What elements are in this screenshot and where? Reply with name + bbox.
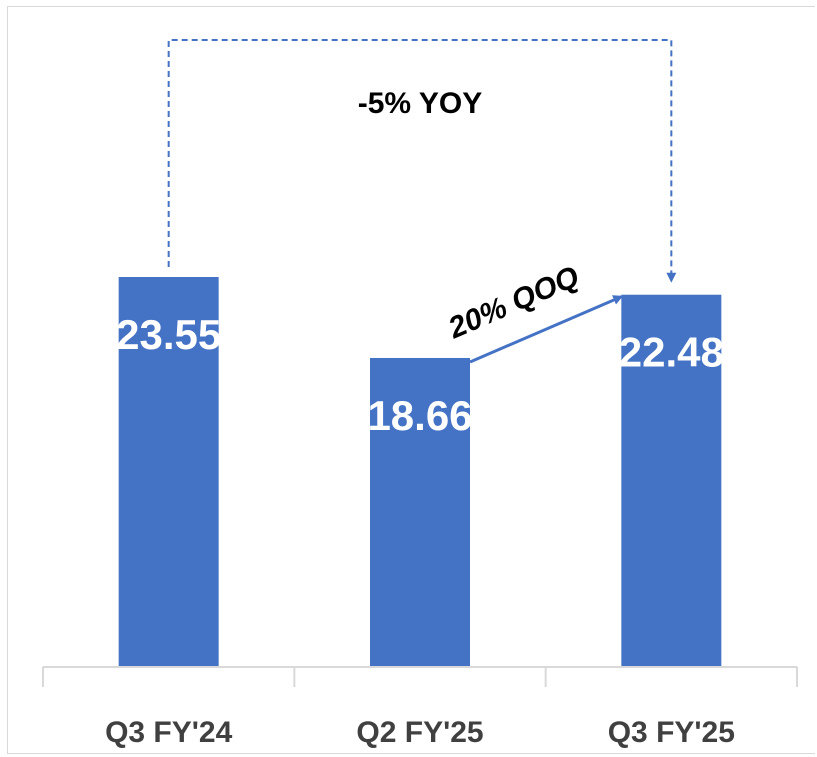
- data-label-1: 23.55: [116, 311, 221, 358]
- data-label-2: 18.66: [367, 392, 472, 439]
- x-tick-label-1: Q3 FY'24: [105, 716, 233, 749]
- x-tick-label-3: Q3 FY'25: [608, 716, 735, 749]
- yoy-bracket-arrow: [167, 39, 677, 283]
- qoq-annotation: 20% QOQ: [443, 260, 584, 345]
- data-label-3: 22.48: [619, 329, 724, 376]
- x-tick-label-2: Q2 FY'25: [356, 716, 483, 749]
- bar-1: [118, 277, 219, 667]
- bar-3: [621, 294, 722, 667]
- chart-frame: [7, 6, 815, 754]
- qoq-arrow: [469, 295, 624, 364]
- bar-2: [370, 357, 470, 667]
- yoy-annotation: -5% YOY: [358, 87, 483, 120]
